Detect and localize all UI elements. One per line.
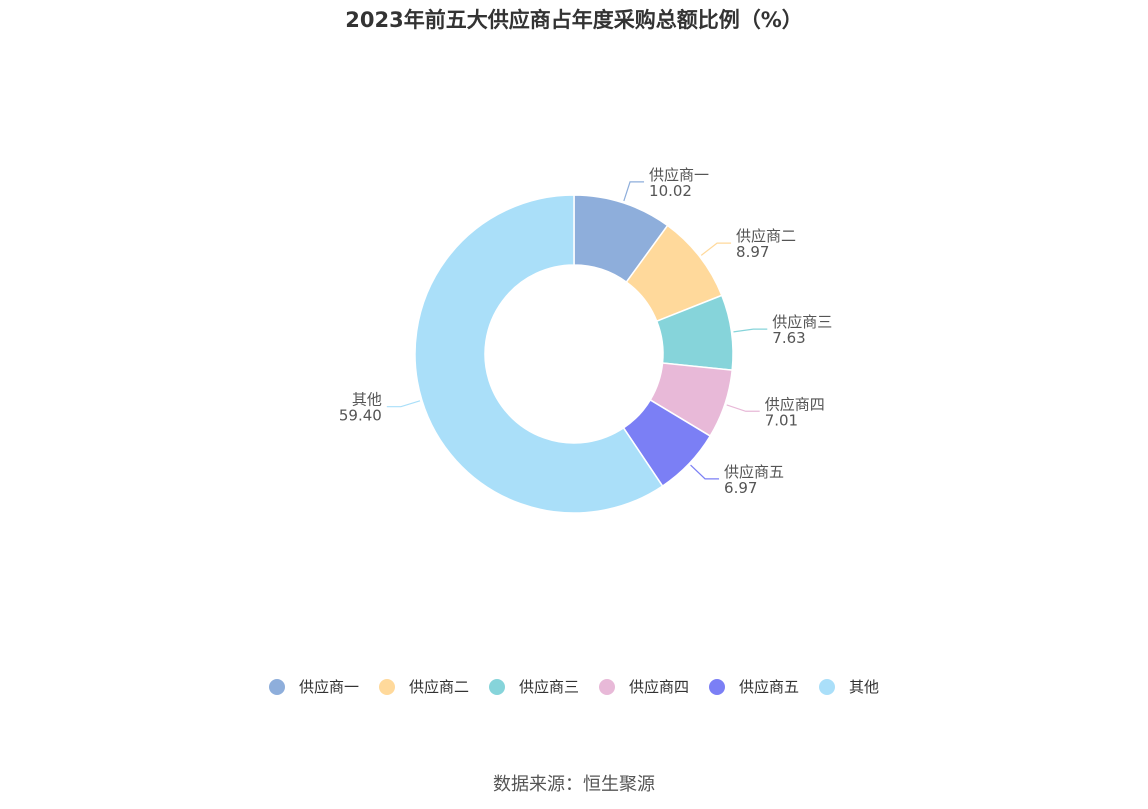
slice-value-2: 8.97	[736, 243, 769, 261]
slice-label-3: 供应商三	[772, 313, 832, 331]
chart-legend: 供应商一 供应商二 供应商三 供应商四 供应商五 其他	[0, 676, 1148, 697]
slice-value-4: 7.01	[765, 411, 798, 429]
legend-marker-icon	[378, 678, 395, 695]
legend-label: 供应商五	[739, 678, 800, 696]
legend-marker-icon	[488, 678, 505, 695]
legend-label: 供应商二	[408, 678, 469, 696]
slice-value-1: 10.02	[649, 182, 692, 200]
legend-label: 供应商一	[298, 678, 359, 696]
legend-item-5[interactable]: 供应商五	[709, 676, 799, 697]
legend-label: 供应商四	[629, 678, 690, 696]
label-leader-line-3	[733, 328, 768, 333]
slice-value-5: 6.97	[724, 479, 757, 497]
legend-item-3[interactable]: 供应商三	[488, 676, 579, 697]
pie-slice-6[interactable]	[414, 194, 664, 514]
slice-label-5: 供应商五	[724, 463, 784, 481]
label-leader-line-2	[700, 242, 732, 256]
legend-marker-icon	[709, 678, 726, 695]
legend-marker-icon	[599, 678, 615, 695]
legend-item-6[interactable]: 其他	[819, 676, 879, 697]
slice-label-4: 供应商四	[765, 395, 825, 413]
legend-item-2[interactable]: 供应商二	[378, 676, 469, 697]
label-leader-line-5	[690, 464, 720, 480]
legend-marker-icon	[268, 678, 285, 695]
slice-value-6: 59.40	[339, 407, 382, 425]
legend-marker-icon	[819, 678, 836, 695]
legend-label: 其他	[849, 678, 880, 696]
legend-item-4[interactable]: 供应商四	[599, 676, 689, 697]
slice-label-6: 其他	[352, 391, 382, 409]
data-source: 数据来源：恒生聚源	[493, 774, 655, 795]
slice-value-3: 7.63	[772, 329, 805, 347]
legend-label: 供应商三	[518, 678, 579, 696]
legend-item-1[interactable]: 供应商一	[268, 676, 359, 697]
label-leader-line-1	[623, 181, 645, 202]
label-leader-line-6	[386, 400, 421, 408]
label-leader-line-4	[726, 404, 760, 412]
chart-title: 2023年前五大供应商占年度采购总额比例（%）	[345, 8, 803, 32]
slice-label-2: 供应商二	[736, 227, 796, 245]
slice-label-1: 供应商一	[649, 166, 709, 184]
